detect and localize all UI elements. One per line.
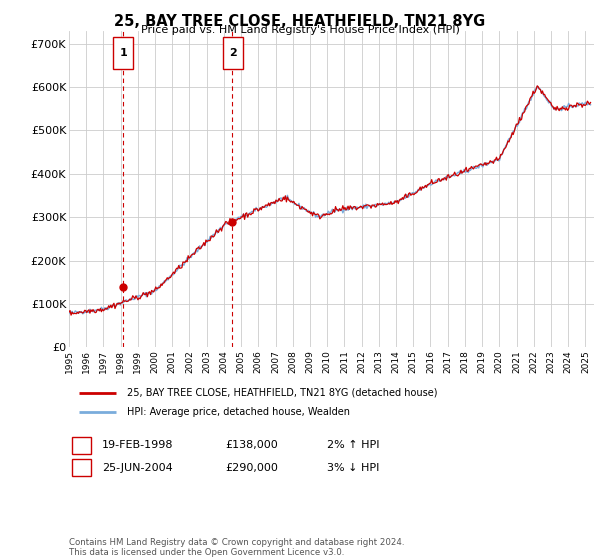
Text: 1: 1 <box>78 440 85 450</box>
Text: 3% ↓ HPI: 3% ↓ HPI <box>327 463 379 473</box>
Text: 25, BAY TREE CLOSE, HEATHFIELD, TN21 8YG: 25, BAY TREE CLOSE, HEATHFIELD, TN21 8YG <box>115 14 485 29</box>
Text: 25, BAY TREE CLOSE, HEATHFIELD, TN21 8YG (detached house): 25, BAY TREE CLOSE, HEATHFIELD, TN21 8YG… <box>127 388 437 398</box>
Text: 19-FEB-1998: 19-FEB-1998 <box>102 440 173 450</box>
Text: 2: 2 <box>78 463 85 473</box>
FancyBboxPatch shape <box>223 37 242 69</box>
Text: 1: 1 <box>119 48 127 58</box>
Text: 25-JUN-2004: 25-JUN-2004 <box>102 463 173 473</box>
Text: Price paid vs. HM Land Registry's House Price Index (HPI): Price paid vs. HM Land Registry's House … <box>140 25 460 35</box>
Text: 2: 2 <box>229 48 236 58</box>
Text: 2% ↑ HPI: 2% ↑ HPI <box>327 440 380 450</box>
Text: HPI: Average price, detached house, Wealden: HPI: Average price, detached house, Weal… <box>127 407 350 417</box>
Text: Contains HM Land Registry data © Crown copyright and database right 2024.
This d: Contains HM Land Registry data © Crown c… <box>69 538 404 557</box>
Text: £138,000: £138,000 <box>225 440 278 450</box>
Text: £290,000: £290,000 <box>225 463 278 473</box>
FancyBboxPatch shape <box>113 37 133 69</box>
